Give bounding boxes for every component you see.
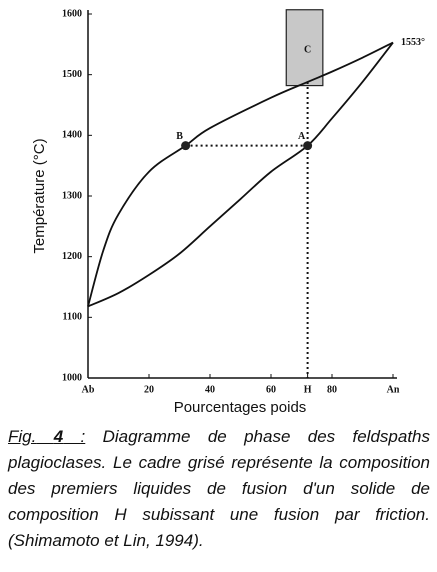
y-tick-label: 1100: [63, 312, 82, 323]
chart: Température (°C) Pourcentages poids 1000…: [31, 8, 425, 416]
y-axis-title: Température (°C): [31, 138, 48, 253]
y-tick-label: 1300: [62, 190, 82, 201]
x-tick-label: An: [387, 384, 400, 395]
point: [303, 141, 313, 151]
x-tick-label: Ab: [82, 384, 95, 395]
figure-label: Fig.: [8, 427, 37, 446]
x-tick-label: 40: [205, 384, 215, 395]
x-tick-label: 60: [266, 384, 276, 395]
caption-text: Diagramme de phase des feldspaths plagio…: [8, 427, 430, 550]
caption: Fig. 4 : Diagramme de phase des feldspat…: [8, 424, 430, 554]
point-label: B: [176, 131, 183, 142]
y-tick-label: 1500: [62, 69, 82, 80]
annotation: 1553°: [401, 37, 425, 48]
y-tick-label: 1400: [62, 130, 82, 141]
x-tick-label: 80: [327, 384, 337, 395]
point-label: A: [298, 131, 306, 142]
annotation: C: [304, 45, 311, 56]
curve: [87, 41, 394, 307]
caption-label: Fig. 4 :: [8, 427, 85, 446]
y-tick-label: 1000: [62, 372, 82, 383]
x-tick-label: 20: [144, 384, 154, 395]
shaded-region: [285, 9, 324, 87]
y-tick-label: 1600: [62, 8, 82, 19]
curve: [87, 41, 394, 308]
x-axis-title: Pourcentages poids: [174, 399, 307, 416]
x-tick-label: H: [304, 384, 312, 395]
separator: :: [80, 427, 86, 446]
figure-number: 4: [53, 427, 64, 446]
y-tick-label: 1200: [62, 251, 82, 262]
point: [181, 141, 191, 151]
